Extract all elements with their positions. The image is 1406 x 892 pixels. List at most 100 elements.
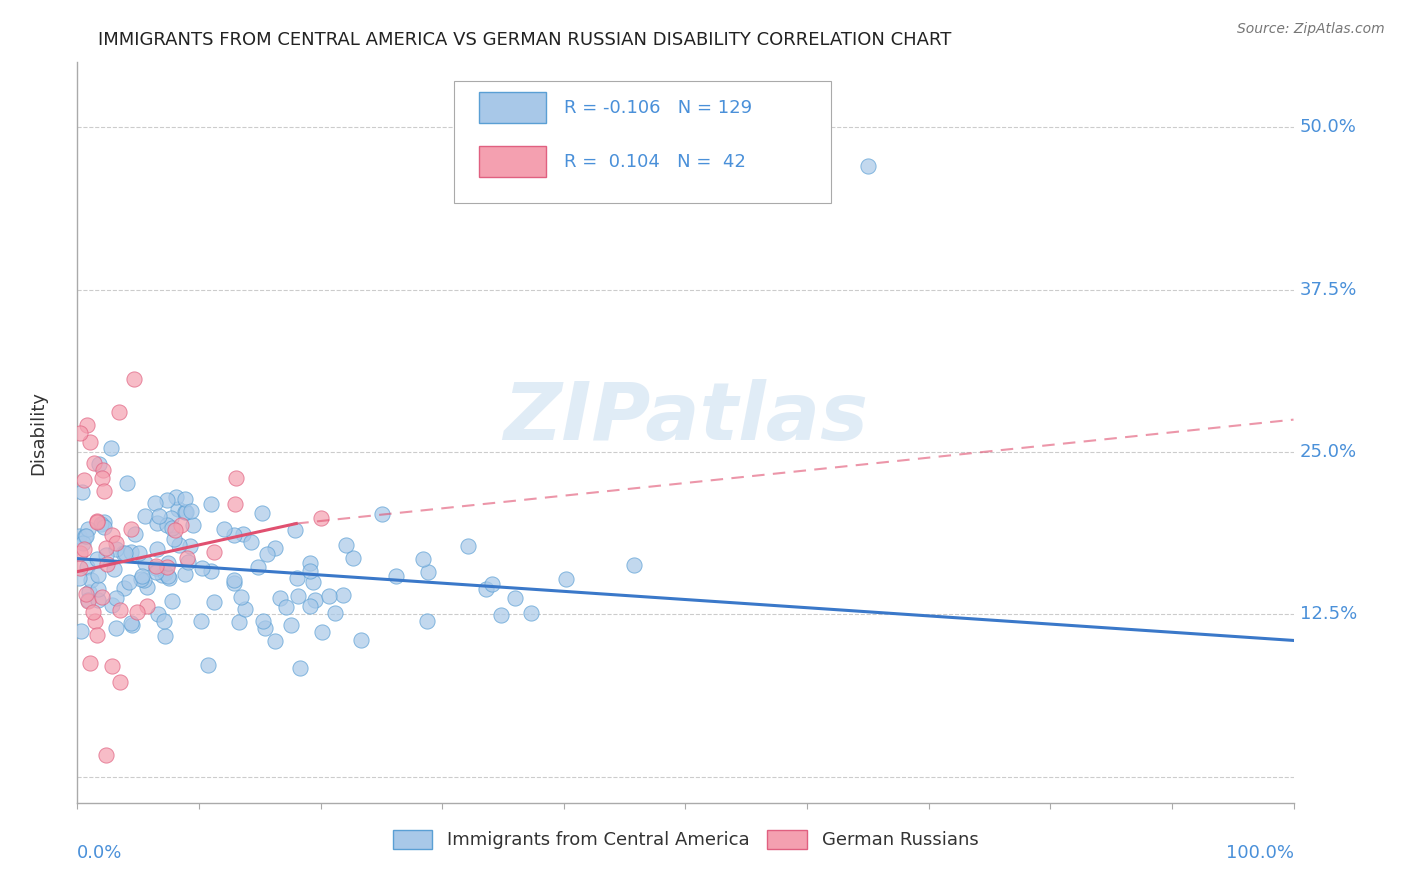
Point [86, 552, 108, 566]
Point [77, 584, 100, 599]
Point [263, 541, 285, 555]
Text: ZIPatlas: ZIPatlas [503, 379, 868, 457]
Text: R =  0.104   N =  42: R = 0.104 N = 42 [564, 153, 745, 170]
Point [174, 567, 197, 582]
Point [101, 528, 124, 542]
Point [87, 457, 110, 471]
Point [146, 516, 169, 531]
Point [304, 593, 326, 607]
Point [76, 417, 98, 432]
Point [298, 599, 321, 614]
Point [93, 520, 115, 534]
Point [108, 674, 131, 689]
Point [72, 536, 94, 550]
Point [120, 615, 142, 630]
Point [94, 748, 117, 763]
Point [135, 599, 157, 614]
Point [146, 542, 169, 557]
Point [412, 551, 434, 566]
Point [311, 625, 333, 640]
Point [75, 587, 97, 601]
Point [104, 591, 127, 606]
Text: 25.0%: 25.0% [1299, 443, 1357, 461]
Point [157, 569, 180, 583]
Point [127, 605, 149, 619]
Point [170, 518, 193, 533]
Point [107, 404, 129, 418]
Point [111, 545, 134, 559]
Point [157, 556, 180, 570]
Point [481, 577, 503, 591]
Point [148, 509, 170, 524]
Point [75, 529, 97, 543]
Point [108, 603, 131, 617]
Text: 0.0%: 0.0% [77, 844, 122, 862]
Point [104, 541, 127, 556]
Point [87, 593, 110, 607]
Point [145, 565, 167, 579]
Point [174, 492, 197, 507]
Point [157, 571, 180, 585]
Text: IMMIGRANTS FROM CENTRAL AMERICA VS GERMAN RUSSIAN DISABILITY CORRELATION CHART: IMMIGRANTS FROM CENTRAL AMERICA VS GERMA… [98, 31, 952, 49]
Point [136, 580, 159, 594]
Point [153, 614, 176, 628]
Point [86, 514, 108, 528]
Point [159, 510, 181, 524]
Text: Source: ZipAtlas.com: Source: ZipAtlas.com [1237, 22, 1385, 37]
Point [174, 505, 197, 519]
Point [150, 568, 173, 582]
Point [274, 600, 297, 615]
Point [202, 595, 225, 609]
Point [232, 526, 254, 541]
Point [222, 528, 245, 542]
Point [128, 546, 150, 560]
Point [145, 560, 167, 574]
Point [174, 505, 197, 519]
Point [69, 546, 91, 560]
Point [287, 589, 309, 603]
Point [91, 463, 114, 477]
Point [228, 615, 250, 629]
Point [72, 484, 94, 499]
Point [90, 516, 112, 531]
Point [77, 593, 100, 607]
Point [122, 372, 145, 386]
Point [457, 540, 479, 554]
Point [250, 506, 273, 520]
Point [202, 545, 225, 559]
Point [200, 497, 222, 511]
Point [252, 615, 274, 629]
Point [269, 591, 291, 605]
Point [298, 556, 321, 570]
Point [79, 434, 101, 449]
FancyBboxPatch shape [478, 146, 546, 178]
Point [134, 509, 156, 524]
Point [224, 575, 246, 590]
Point [176, 550, 198, 565]
Text: 37.5%: 37.5% [1299, 281, 1357, 299]
Text: 50.0%: 50.0% [1299, 119, 1357, 136]
Point [264, 634, 287, 648]
Point [285, 571, 308, 585]
Point [76, 522, 98, 536]
Point [190, 614, 212, 628]
FancyBboxPatch shape [454, 81, 831, 203]
Point [856, 159, 879, 173]
Point [475, 582, 498, 596]
Point [96, 548, 118, 562]
Point [120, 522, 142, 536]
Point [105, 535, 128, 549]
Point [555, 572, 578, 586]
Text: Disability: Disability [30, 391, 48, 475]
Point [246, 559, 269, 574]
Point [114, 546, 136, 560]
Point [231, 591, 253, 605]
Point [145, 558, 167, 573]
Point [160, 521, 183, 535]
Point [180, 504, 202, 518]
Point [103, 562, 125, 576]
Point [179, 539, 201, 553]
Point [153, 566, 176, 581]
Point [503, 591, 526, 605]
Point [70, 624, 93, 638]
